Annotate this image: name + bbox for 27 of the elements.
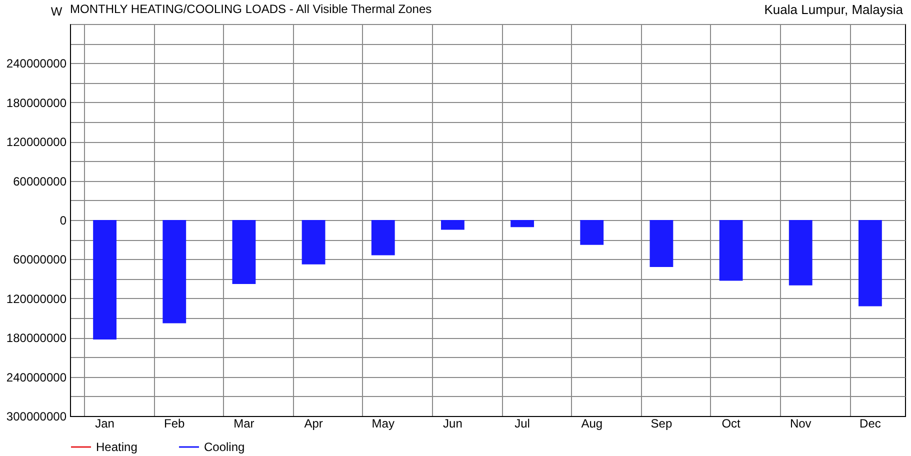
chart-title: MONTHLY HEATING/COOLING LOADS - All Visible Thermal Zones <box>70 2 432 16</box>
text: Kuala Lumpur, Malaysia <box>764 2 903 17</box>
y-tick-label: 60000000 <box>13 174 67 188</box>
y-tick-label: 240000000 <box>6 370 67 384</box>
y-tick-label: 300000000 <box>6 410 67 424</box>
x-tick-label: Sep <box>650 416 672 430</box>
x-tick-label: Mar <box>234 416 254 430</box>
y-axis-title: W <box>50 4 63 18</box>
legend-label: Heating <box>96 440 138 454</box>
x-tick-label: Dec <box>860 416 881 430</box>
y-tick-label: 120000000 <box>6 292 67 306</box>
y-tick-label: 180000000 <box>6 331 67 346</box>
y-tick-label: 0 <box>60 214 67 228</box>
y-tick-label: 240000000 <box>6 56 67 71</box>
y-tick-label: 60000000 <box>13 252 67 267</box>
legend-label: Cooling <box>204 440 245 454</box>
x-tick-label: Jun <box>443 416 462 430</box>
x-tick-label: Jul <box>514 416 530 430</box>
x-tick-label: Jan <box>95 416 114 430</box>
x-tick-label: Feb <box>164 416 186 430</box>
x-tick-label: May <box>372 416 394 430</box>
x-tick-label: Apr <box>304 416 323 430</box>
x-tick-label: Oct <box>722 416 742 430</box>
x-tick-label: Nov <box>790 416 812 430</box>
x-tick-label: Aug <box>581 416 603 430</box>
y-tick-label: 120000000 <box>6 135 67 150</box>
y-tick-label: 180000000 <box>6 96 67 110</box>
